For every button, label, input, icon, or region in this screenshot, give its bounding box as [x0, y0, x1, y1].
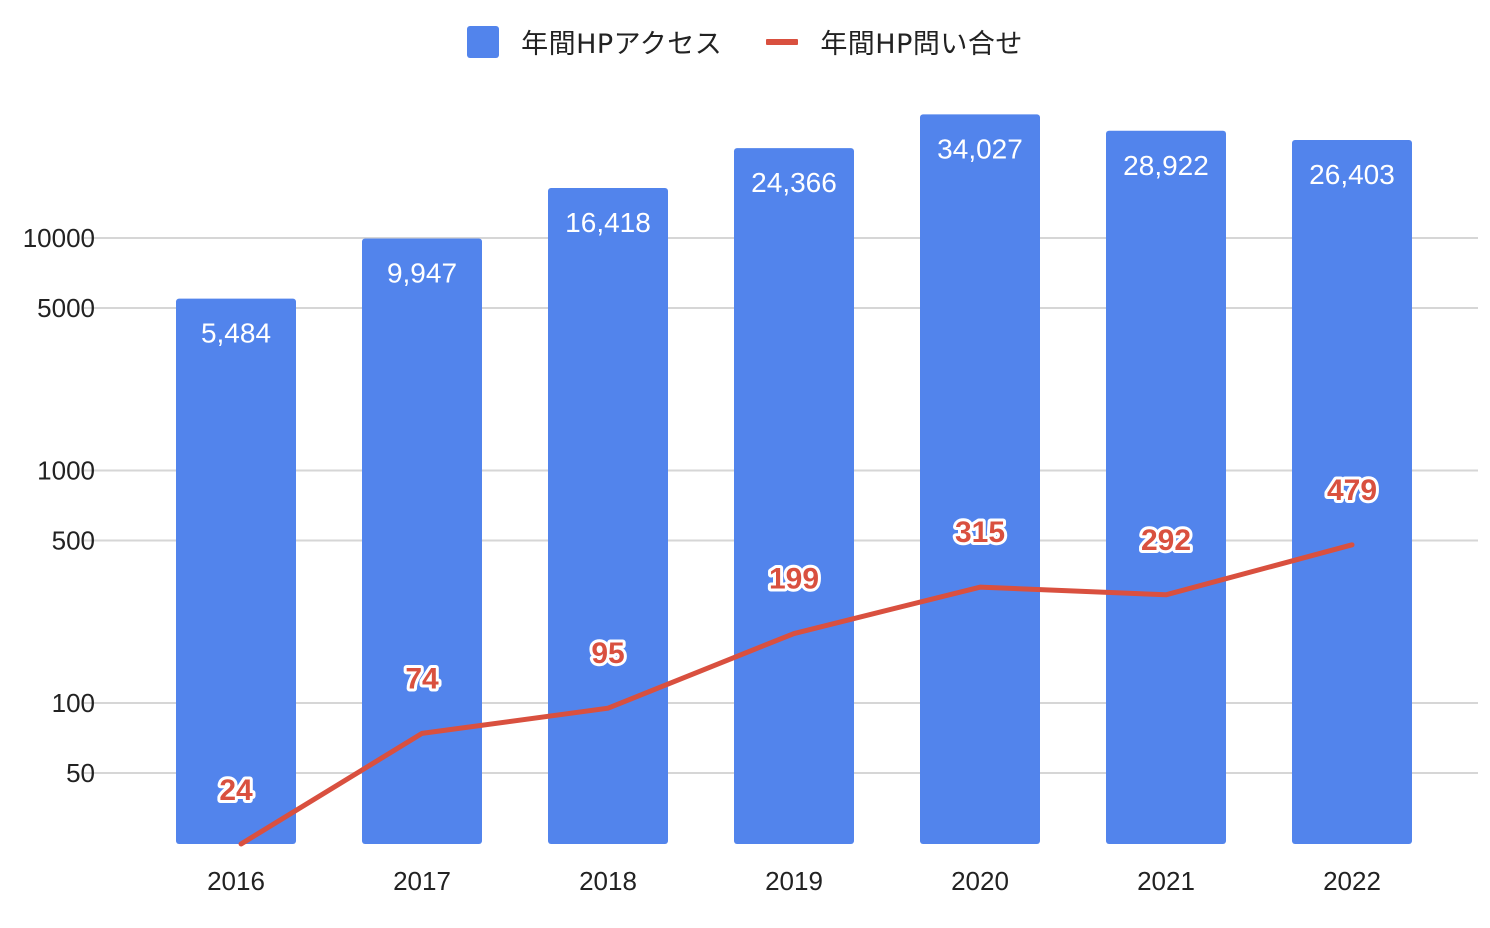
bar-data-label: 28,922 — [1123, 150, 1209, 181]
line-series-inquiries — [238, 542, 1355, 847]
inquiries-line — [238, 542, 1355, 847]
bar-data-label: 16,418 — [565, 207, 651, 238]
line-data-label: 199 — [769, 563, 819, 596]
bar-data-label: 34,027 — [937, 133, 1023, 164]
bar-data-labels: 5,484 9,947 16,418 24,366 34,027 28,922 26,403 — [201, 133, 1395, 348]
legend-swatch-access — [467, 25, 500, 58]
x-tick-label: 2018 — [579, 866, 637, 896]
bar — [920, 114, 1040, 844]
line-data-label: 24 — [219, 774, 253, 807]
y-axis-ticks: 50 100 500 1000 5000 10000 — [23, 223, 95, 788]
y-tick-label: 50 — [66, 758, 95, 788]
x-tick-label: 2021 — [1137, 866, 1195, 896]
bar — [1292, 139, 1412, 845]
y-tick-label: 100 — [52, 688, 95, 718]
bar — [734, 148, 854, 845]
line-data-label: 292 — [1141, 524, 1191, 557]
legend-label-inquiries: 年間HP問い合せ — [820, 29, 1023, 60]
bar — [548, 187, 668, 844]
x-tick-label: 2016 — [207, 866, 265, 896]
legend-item-access[interactable]: 年間HPアクセス — [467, 22, 722, 61]
bar-series-access — [176, 114, 1412, 845]
line-data-labels: 24 74 95 199 315 292 479 — [216, 471, 1380, 810]
bar-data-label: 24,366 — [751, 167, 837, 198]
x-tick-label: 2020 — [951, 866, 1009, 896]
line-data-label: 74 — [405, 662, 439, 695]
legend: 年間HPアクセス 年間HP問い合せ — [0, 22, 1490, 61]
x-tick-label: 2022 — [1323, 866, 1381, 896]
line-data-label: 95 — [591, 637, 624, 670]
legend-item-inquiries[interactable]: 年間HP問い合せ — [766, 22, 1023, 61]
y-tick-label: 500 — [52, 525, 95, 555]
line-data-label: 479 — [1327, 474, 1377, 507]
x-tick-label: 2017 — [393, 866, 451, 896]
bar — [176, 298, 296, 844]
line-data-label: 315 — [955, 516, 1005, 549]
legend-swatch-inquiries — [766, 38, 799, 45]
x-axis-ticks: 2016 2017 2018 2019 2020 2021 2022 — [207, 866, 1381, 896]
bar-data-label: 5,484 — [201, 318, 271, 349]
bar-data-label: 9,947 — [387, 258, 457, 289]
legend-label-access: 年間HPアクセス — [521, 29, 723, 60]
bar — [362, 238, 482, 845]
y-tick-label: 1000 — [37, 456, 95, 486]
y-tick-label: 10000 — [23, 223, 95, 253]
y-tick-label: 5000 — [37, 293, 95, 323]
x-tick-label: 2019 — [765, 866, 823, 896]
bar — [1106, 130, 1226, 845]
bar-data-label: 26,403 — [1309, 159, 1395, 190]
